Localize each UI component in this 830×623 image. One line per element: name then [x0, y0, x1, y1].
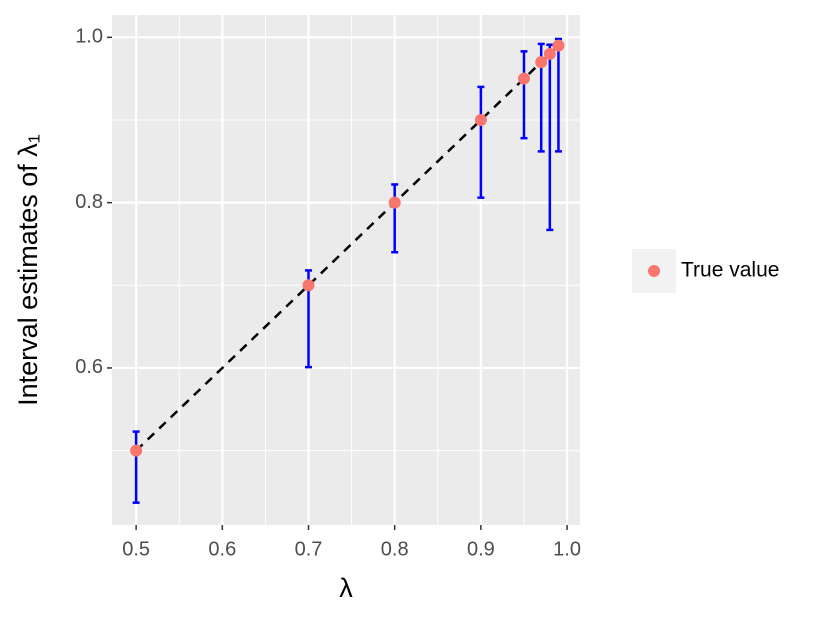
legend-label: True value	[681, 259, 779, 282]
marks	[130, 37, 565, 504]
point	[130, 444, 143, 457]
y-tick-label: 0.8	[75, 191, 103, 213]
point	[552, 39, 565, 52]
y-tick-label: 1.0	[75, 26, 103, 48]
point	[474, 113, 487, 126]
x-tick-label: 0.7	[295, 538, 323, 560]
reference-line	[135, 44, 560, 452]
point	[543, 47, 556, 60]
x-tick-label: 0.8	[381, 538, 409, 560]
x-tick-label: 0.5	[122, 538, 150, 560]
error-bar	[554, 37, 562, 153]
error-bar	[477, 85, 485, 199]
y-axis-title: Interval estimates of λ₁	[13, 134, 43, 406]
error-bar	[132, 430, 140, 504]
x-tick-label: 1.0	[553, 538, 581, 560]
error-bar	[391, 183, 399, 254]
x-tick-label: 0.9	[467, 538, 495, 560]
point	[535, 56, 548, 69]
x-axis-title: λ	[339, 573, 353, 603]
point	[517, 72, 530, 85]
legend-symbol	[648, 265, 660, 277]
point	[388, 196, 401, 209]
error-bar	[546, 43, 554, 232]
error-bar	[520, 50, 528, 140]
x-tick-label: 0.6	[208, 538, 236, 560]
y-tick-label: 0.6	[75, 356, 103, 378]
legend: True value	[632, 249, 779, 293]
panel	[112, 15, 580, 525]
point	[302, 279, 315, 292]
